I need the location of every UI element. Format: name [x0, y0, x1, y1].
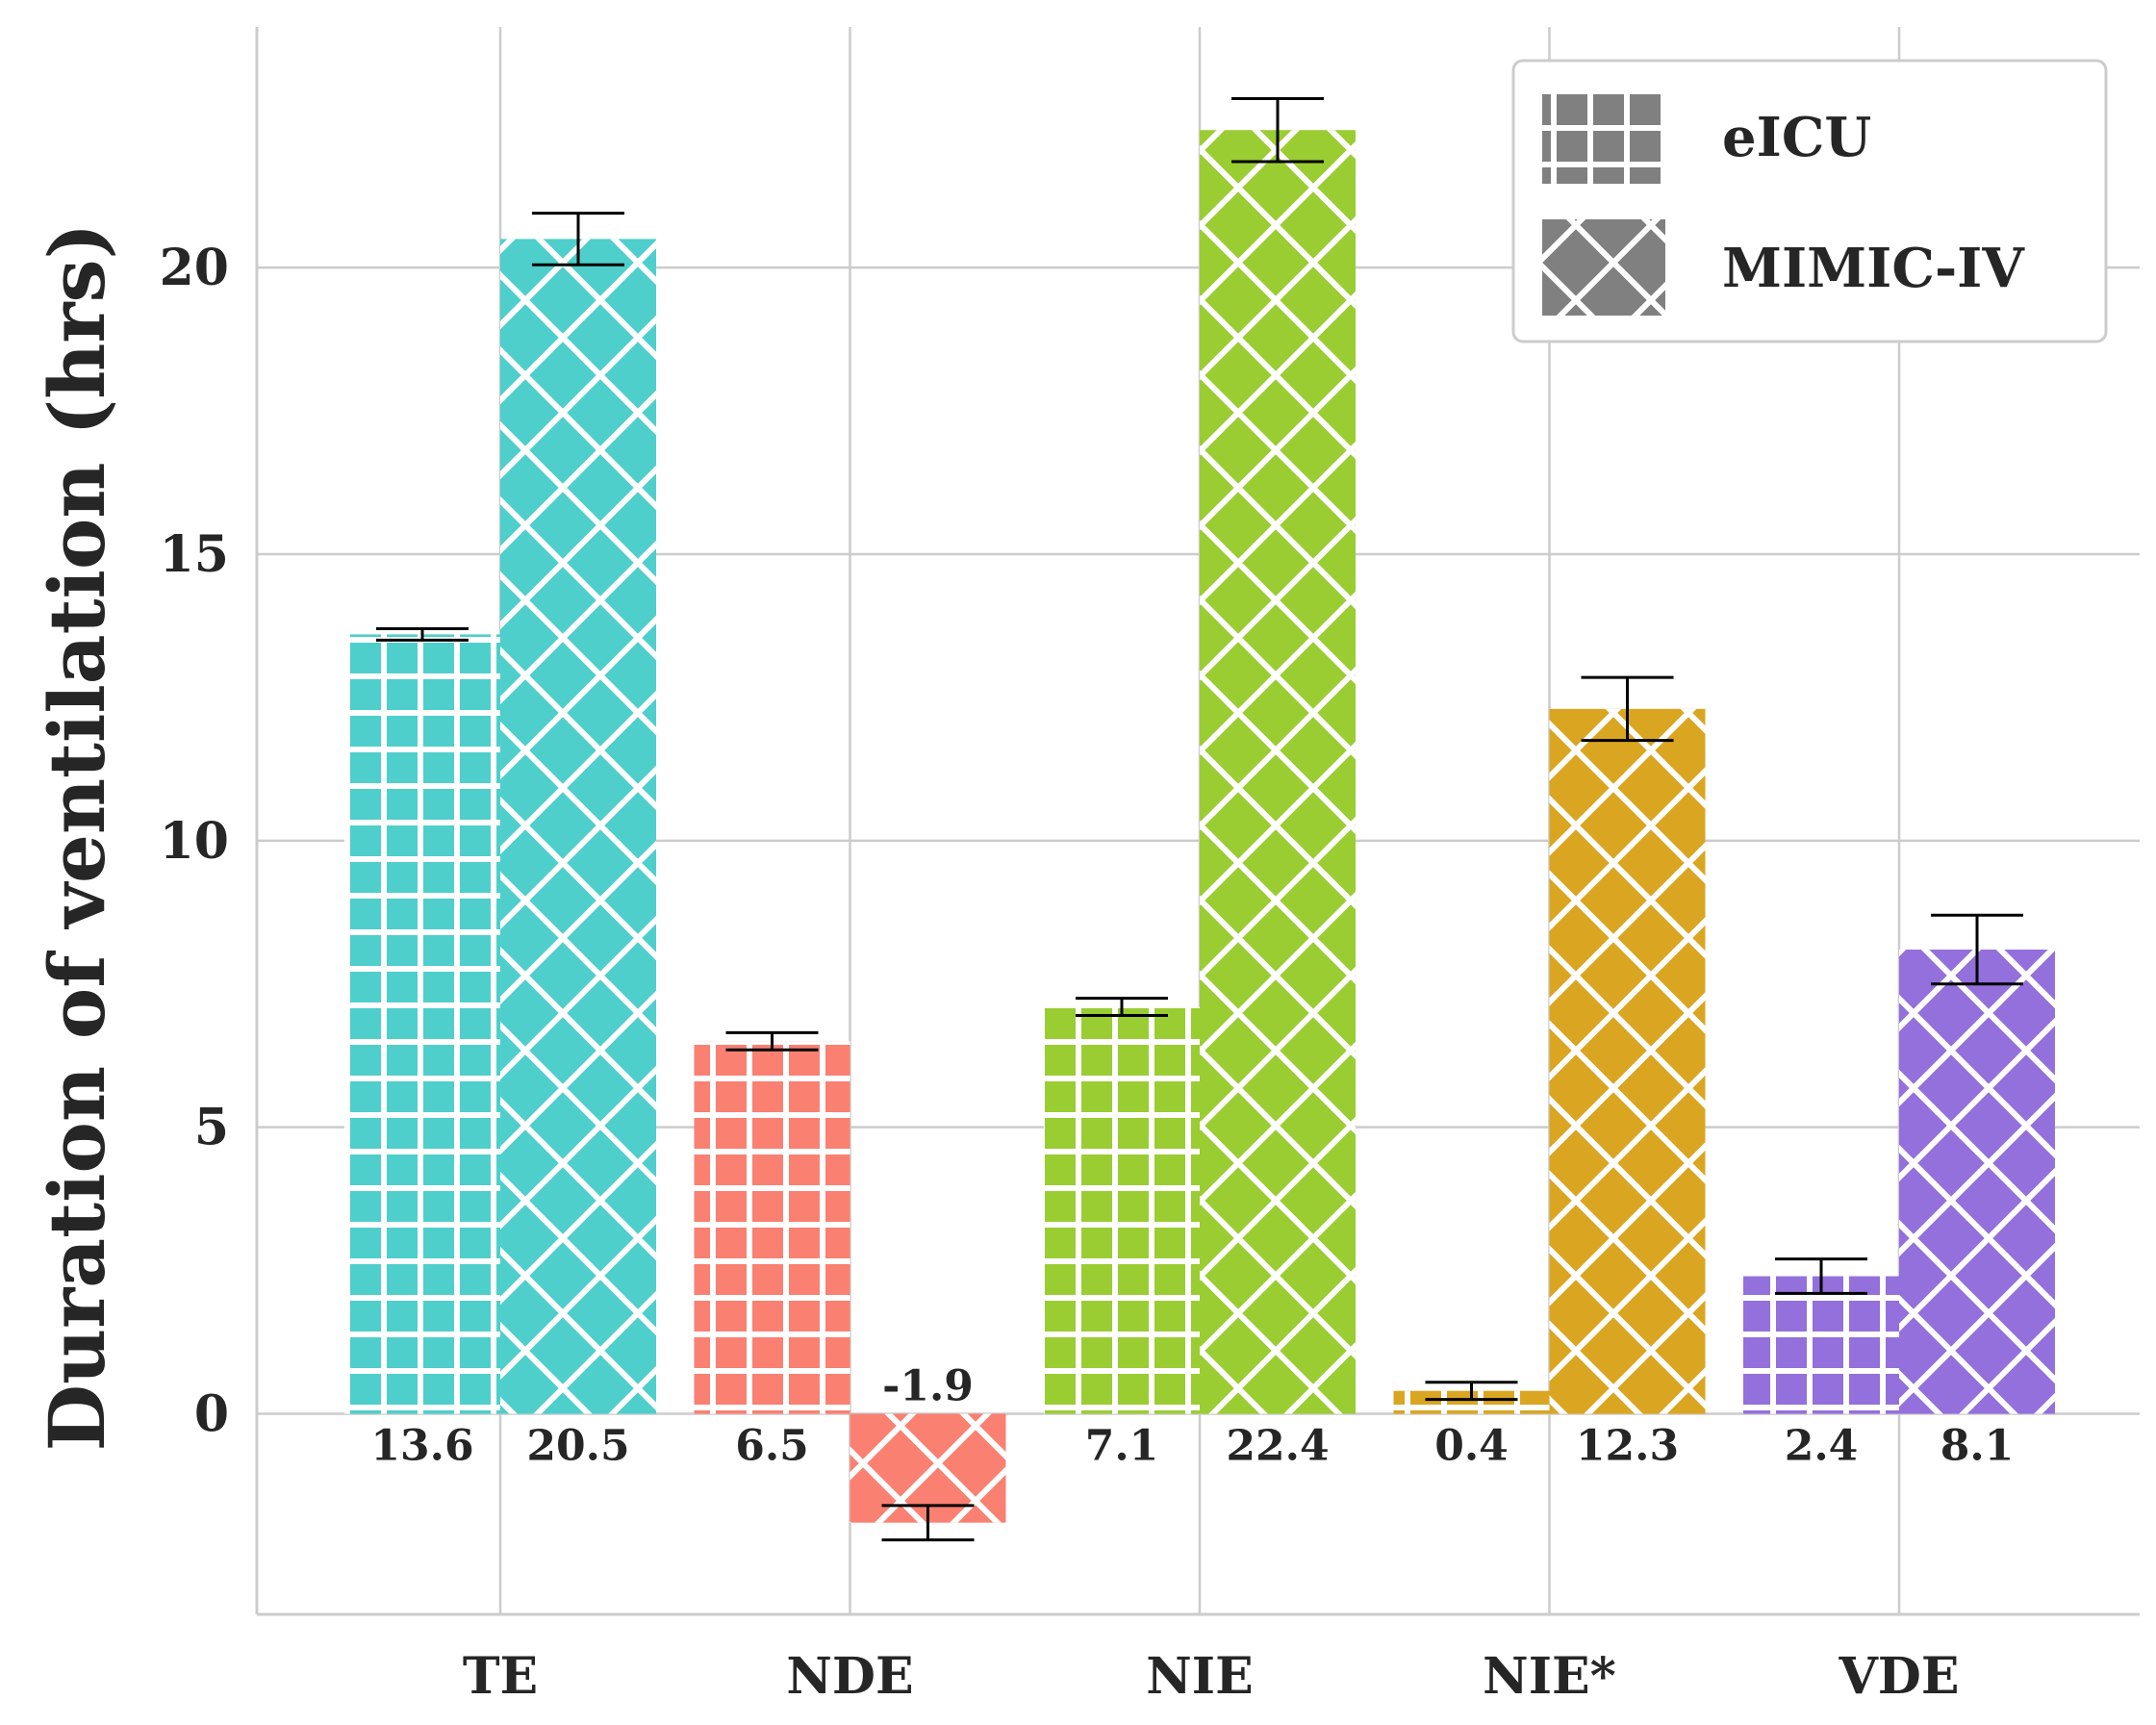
value-label-eicu-2: 7.1 [1085, 1422, 1159, 1471]
y-tick-label-15: 15 [160, 525, 229, 584]
bar-hatch-eicu-2 [1044, 1006, 1200, 1414]
y-tick-labels: 0 5 10 15 20 [160, 239, 229, 1443]
bar-hatch-mimic-iv-2 [1200, 130, 1356, 1414]
bar-hatch-eicu-1 [694, 1041, 850, 1414]
bar-hatch-mimic-iv-4 [1899, 950, 2055, 1414]
bar-hatch-mimic-iv-3 [1549, 708, 1706, 1414]
value-labels: 13.6 6.5 7.1 0.4 2.4 20.5 -1.9 22.4 12.3 8.1 [370, 1362, 2014, 1471]
bar-hatch-mimic-iv-0 [500, 239, 656, 1414]
x-tick-label-0: TE [463, 1647, 538, 1706]
value-label-mimic-iv-2: 22.4 [1226, 1422, 1329, 1471]
bars [344, 130, 2055, 1523]
y-axis-label: Duration of ventilation (hrs) [32, 223, 122, 1452]
value-label-eicu-1: 6.5 [735, 1422, 809, 1471]
y-tick-label-20: 20 [160, 239, 229, 297]
y-tick-label-5: 5 [194, 1099, 229, 1157]
bar-hatch-eicu-4 [1743, 1276, 1899, 1414]
value-label-mimic-iv-1: -1.9 [882, 1362, 974, 1411]
value-label-eicu-4: 2.4 [1785, 1422, 1859, 1471]
legend-label-eicu: eICU [1722, 106, 1871, 169]
error-bars [376, 96, 2023, 1542]
legend-swatch-eicu-hatch [1542, 89, 1665, 184]
y-tick-label-0: 0 [194, 1385, 229, 1444]
legend: eICU MIMIC-IV [1511, 59, 2108, 343]
x-tick-labels: TE NDE NIE NIE* VDE [463, 1647, 1960, 1706]
legend-swatch-mimic-iv-hatch [1542, 219, 1665, 316]
bar-hatch-eicu-3 [1393, 1390, 1550, 1414]
value-label-mimic-iv-4: 8.1 [1940, 1422, 2015, 1471]
x-tick-label-4: VDE [1838, 1647, 1959, 1706]
value-label-eicu-0: 13.6 [370, 1422, 473, 1471]
x-tick-label-3: NIE* [1483, 1647, 1616, 1706]
x-tick-label-2: NIE [1146, 1647, 1254, 1706]
legend-label-mimic-iv: MIMIC-IV [1722, 237, 2025, 300]
value-label-mimic-iv-3: 12.3 [1576, 1422, 1679, 1471]
x-tick-label-1: NDE [786, 1647, 913, 1706]
bar-hatch-eicu-0 [344, 634, 500, 1414]
y-tick-label-10: 10 [160, 812, 229, 871]
value-label-mimic-iv-0: 20.5 [526, 1422, 629, 1471]
value-label-eicu-3: 0.4 [1434, 1422, 1509, 1471]
